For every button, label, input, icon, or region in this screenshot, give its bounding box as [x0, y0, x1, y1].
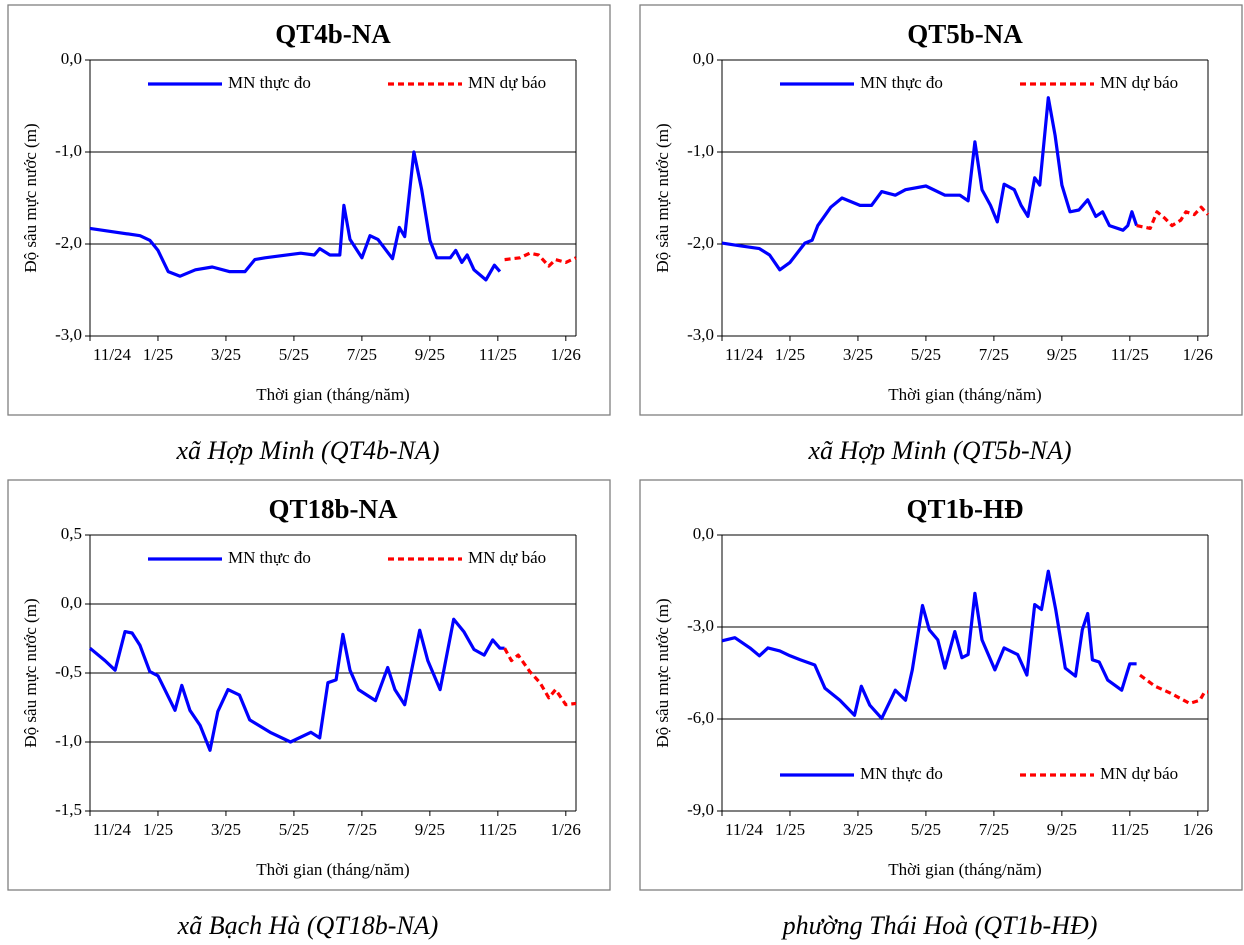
chart-title: QT5b-NA [907, 19, 1023, 49]
y-tick-label: -3,0 [55, 325, 82, 344]
y-tick-label: -1,0 [55, 141, 82, 160]
panel-frame [639, 4, 1243, 416]
panel-frame [639, 479, 1243, 891]
caption: xã Bạch Hà (QT18b-NA) [177, 911, 439, 940]
x-tick-label: 1/25 [143, 345, 173, 364]
chart-title: QT1b-HĐ [906, 494, 1023, 524]
y-tick-label: 0,0 [61, 593, 82, 612]
y-tick-label: -3,0 [687, 325, 714, 344]
legend-label: MN thực đo [228, 73, 311, 92]
x-tick-label: 1/26 [551, 820, 581, 839]
caption: phường Thái Hoà (QT1b-HĐ) [781, 911, 1098, 940]
y-tick-label: 0,0 [61, 49, 82, 68]
x-tick-label: 3/25 [843, 820, 873, 839]
x-tick-label: 3/25 [211, 345, 241, 364]
x-tick-label: 5/25 [911, 820, 941, 839]
series-line [88, 617, 505, 752]
chart-panel: QT18b-NA -1,5 -1,0 -0,5 0,0 0,5 11/24 1/25 3/25 5… [7, 479, 611, 940]
series-line [89, 150, 502, 282]
chart-panel: QT5b-NA -3,0 -2,0 -1,0 0,0 11/24 1/25 3/25 5/25 7… [639, 4, 1243, 465]
x-tick-label: 1/25 [775, 345, 805, 364]
y-axis-label: Độ sâu mực nước (m) [21, 123, 40, 272]
y-tick-label: -3,0 [687, 616, 714, 635]
x-axis-label: Thời gian (tháng/năm) [888, 385, 1041, 404]
y-axis-label: Độ sâu mực nước (m) [653, 123, 672, 272]
caption: xã Hợp Minh (QT5b-NA) [807, 436, 1071, 465]
y-tick-label: -9,0 [687, 800, 714, 819]
y-axis-label: Độ sâu mực nước (m) [21, 598, 40, 747]
chart-title: QT18b-NA [268, 494, 398, 524]
x-tick-label: 1/25 [143, 820, 173, 839]
x-tick-label: 11/25 [479, 345, 517, 364]
x-tick-label: 11/24 [93, 345, 132, 364]
y-tick-label: 0,5 [61, 524, 82, 543]
x-tick-label: 7/25 [979, 820, 1009, 839]
legend-label: MN dự báo [1100, 73, 1178, 92]
y-tick-label: -6,0 [687, 708, 714, 727]
x-tick-label: 11/24 [725, 820, 764, 839]
chart-title: QT4b-NA [275, 19, 391, 49]
panel-frame [7, 4, 611, 416]
series-line [721, 569, 1137, 720]
y-tick-label: -1,0 [687, 141, 714, 160]
legend-label: MN dự báo [468, 548, 546, 567]
x-tick-label: 5/25 [279, 345, 309, 364]
legend-label: MN dự báo [468, 73, 546, 92]
series-line [503, 647, 577, 707]
x-tick-label: 7/25 [979, 345, 1009, 364]
series-line [721, 96, 1139, 272]
legend-label: MN thực đo [860, 764, 943, 783]
x-tick-label: 11/25 [1111, 345, 1149, 364]
legend-label: MN thực đo [860, 73, 943, 92]
chart-panel: QT1b-HĐ -9,0 -6,0 -3,0 0,0 11/24 1/25 3/25 5/25 7… [639, 479, 1243, 940]
x-tick-label: 5/25 [911, 345, 941, 364]
legend-label: MN dự báo [1100, 764, 1178, 783]
x-tick-label: 9/25 [1047, 820, 1077, 839]
caption: xã Hợp Minh (QT4b-NA) [175, 436, 439, 465]
chart-panel: QT4b-NA -3,0 -2,0 -1,0 0,0 11/24 1/25 3/25 5/25 7… [7, 4, 611, 465]
x-tick-label: 3/25 [843, 345, 873, 364]
y-tick-label: -2,0 [55, 233, 82, 252]
x-tick-label: 5/25 [279, 820, 309, 839]
legend-label: MN thực đo [228, 548, 311, 567]
x-tick-label: 9/25 [415, 345, 445, 364]
y-tick-label: -0,5 [55, 662, 82, 681]
series-line [504, 251, 577, 268]
x-tick-label: 7/25 [347, 820, 377, 839]
x-tick-label: 11/25 [1111, 820, 1149, 839]
x-tick-label: 9/25 [1047, 345, 1077, 364]
y-tick-label: -1,0 [55, 731, 82, 750]
x-tick-label: 1/26 [1183, 345, 1213, 364]
series-line [1136, 205, 1210, 230]
x-axis-label: Thời gian (tháng/năm) [256, 860, 409, 879]
x-tick-label: 7/25 [347, 345, 377, 364]
panel-frame [7, 479, 611, 891]
y-axis-label: Độ sâu mực nước (m) [653, 598, 672, 747]
x-axis-label: Thời gian (tháng/năm) [888, 860, 1041, 879]
y-tick-label: 0,0 [693, 524, 714, 543]
x-tick-label: 9/25 [415, 820, 445, 839]
x-tick-label: 11/24 [93, 820, 132, 839]
x-tick-label: 3/25 [211, 820, 241, 839]
y-tick-label: -1,5 [55, 800, 82, 819]
y-tick-label: 0,0 [693, 49, 714, 68]
x-tick-label: 1/26 [1183, 820, 1213, 839]
series-line [1139, 673, 1208, 705]
x-axis-label: Thời gian (tháng/năm) [256, 385, 409, 404]
x-tick-label: 1/26 [551, 345, 581, 364]
y-tick-label: -2,0 [687, 233, 714, 252]
x-tick-label: 1/25 [775, 820, 805, 839]
x-tick-label: 11/25 [479, 820, 517, 839]
x-tick-label: 11/24 [725, 345, 764, 364]
